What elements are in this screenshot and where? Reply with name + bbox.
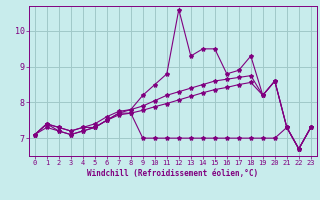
X-axis label: Windchill (Refroidissement éolien,°C): Windchill (Refroidissement éolien,°C) [87,169,258,178]
